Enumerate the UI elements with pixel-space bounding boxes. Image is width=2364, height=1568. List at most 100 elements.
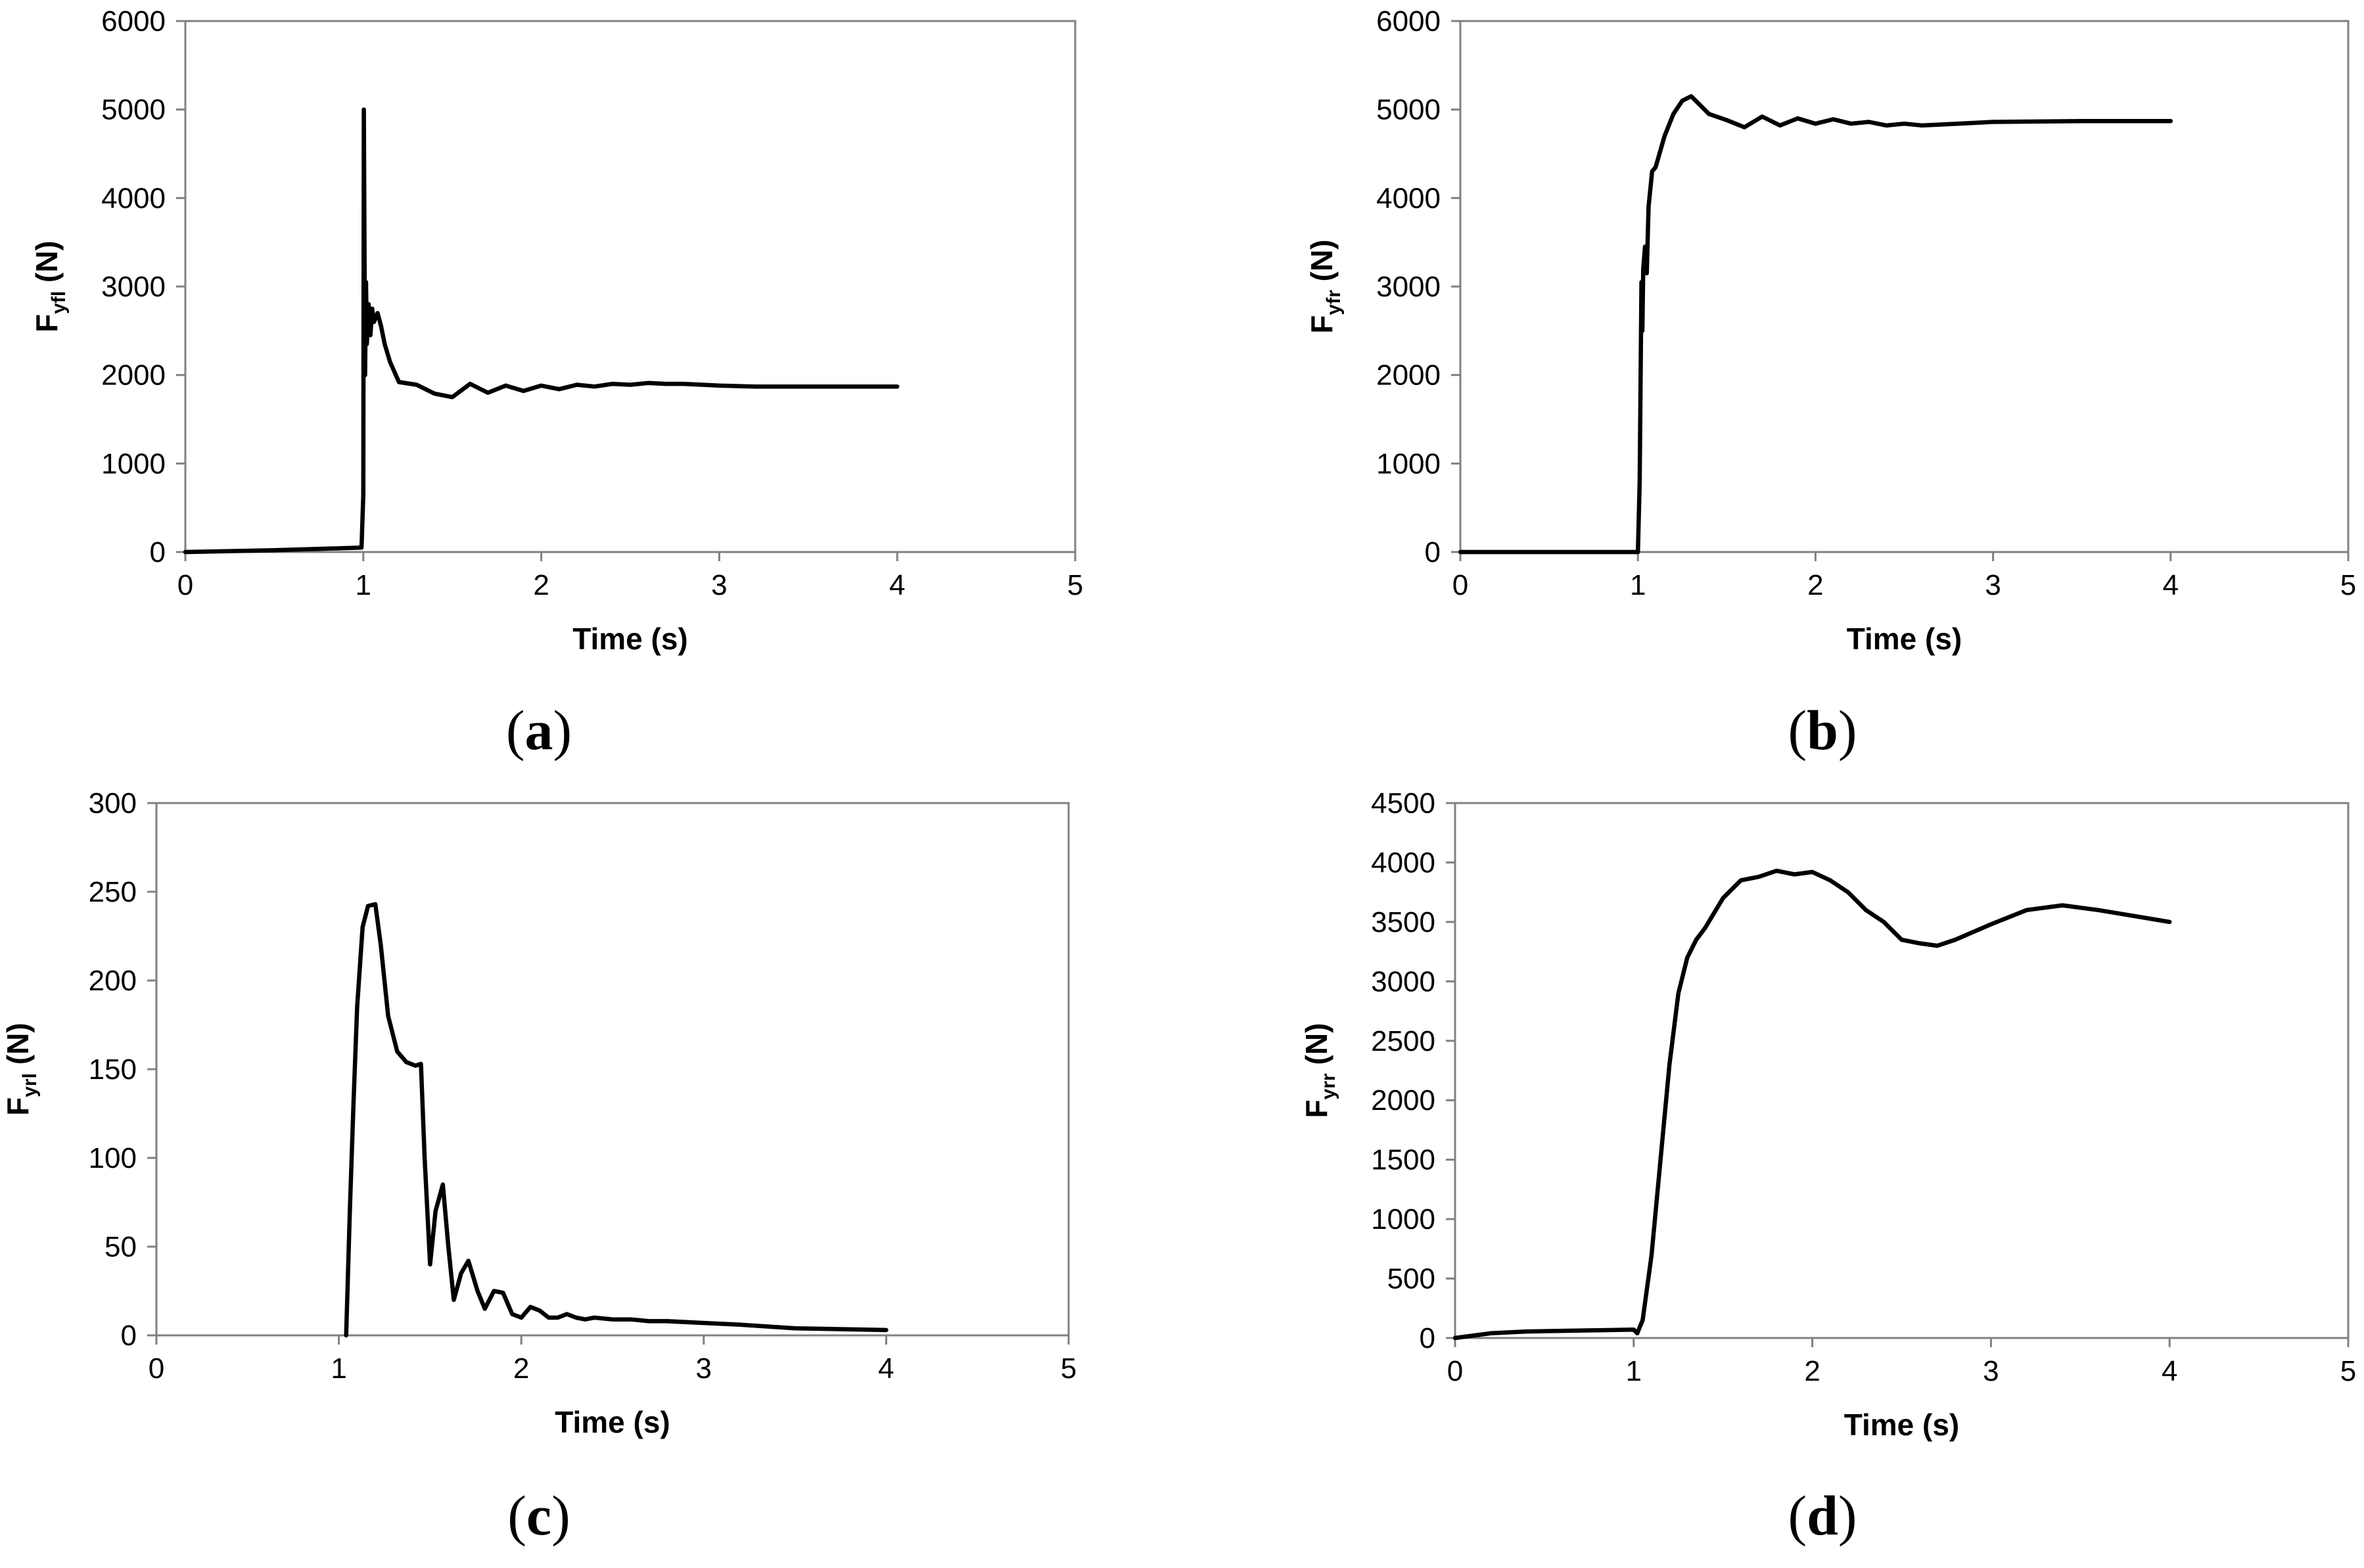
y-tick-label: 0 bbox=[150, 536, 166, 568]
chart-panel-a: 0 1000 2000 3000 4000 5000 6000 0 1 2 3 4 5 Time (s) F… bbox=[30, 5, 1083, 762]
y-axis-title-unit: (N) bbox=[1, 1023, 35, 1073]
y-tick-label: 0 bbox=[1420, 1322, 1435, 1354]
y-tick-label: 4000 bbox=[101, 182, 166, 214]
y-axis-title-subscript: yrr bbox=[1318, 1073, 1339, 1099]
y-tick-label: 250 bbox=[89, 876, 137, 908]
y-axis-title: Fyfl (N) bbox=[30, 241, 70, 333]
panel-caption-close-paren: ) bbox=[553, 699, 572, 762]
x-axis-title: Time (s) bbox=[572, 622, 688, 656]
x-tick-label: 5 bbox=[1061, 1352, 1077, 1385]
y-tick-label: 2000 bbox=[1376, 359, 1441, 392]
plot-area-frame bbox=[184, 20, 1077, 553]
x-tick-label: 4 bbox=[2162, 1355, 2177, 1387]
x-tick-label: 5 bbox=[1067, 569, 1083, 601]
x-tick-label: 3 bbox=[711, 569, 727, 601]
x-tick-label: 1 bbox=[1626, 1355, 1642, 1387]
y-axis-title-unit: (N) bbox=[1299, 1023, 1333, 1074]
y-axis-title-main: F bbox=[1299, 1099, 1333, 1118]
x-axis-title: Time (s) bbox=[1844, 1408, 1960, 1442]
x-tick-label: 1 bbox=[356, 569, 371, 601]
y-axis-title-main: F bbox=[1, 1097, 35, 1116]
panel-caption-letter: a bbox=[525, 699, 553, 762]
y-tick-label: 1000 bbox=[1371, 1203, 1435, 1235]
x-tick-label: 3 bbox=[1985, 569, 2001, 601]
y-tick-label: 50 bbox=[104, 1231, 137, 1263]
series-line-0 bbox=[183, 107, 900, 555]
x-tick-label: 0 bbox=[1452, 569, 1468, 601]
y-tick-label: 4500 bbox=[1371, 787, 1435, 819]
series-line-0 bbox=[1458, 94, 2173, 555]
panel-caption-close-paren: ) bbox=[1838, 1484, 1857, 1547]
y-tick-label: 2000 bbox=[1371, 1084, 1435, 1117]
panel-caption-letter: b bbox=[1807, 699, 1838, 762]
y-tick-label: 2500 bbox=[1371, 1025, 1435, 1057]
y-tick-label: 0 bbox=[1425, 536, 1441, 568]
y-tick-label: 500 bbox=[1387, 1263, 1435, 1295]
panel-caption-open-paren: ( bbox=[1788, 1484, 1807, 1547]
panel-caption: (b) bbox=[1788, 699, 1857, 762]
y-axis-title-subscript: yfl bbox=[48, 291, 70, 314]
x-tick-label: 0 bbox=[177, 569, 193, 601]
x-tick-label: 5 bbox=[2340, 1355, 2356, 1387]
x-tick-label: 2 bbox=[513, 1352, 529, 1385]
panel-caption: (a) bbox=[506, 699, 572, 762]
y-tick-label: 5000 bbox=[101, 94, 166, 126]
y-tick-label: 5000 bbox=[1376, 94, 1441, 126]
y-axis-title-main: F bbox=[1305, 315, 1339, 333]
y-axis-title-main: F bbox=[30, 314, 64, 333]
x-tick-label: 2 bbox=[1804, 1355, 1820, 1387]
chart-panel-d: 0 500 1000 1500 2000 2500 3000 3500 4000 4500 0 1 2 3… bbox=[1299, 787, 2356, 1547]
y-tick-label: 1000 bbox=[1376, 448, 1441, 480]
y-tick-label: 0 bbox=[121, 1320, 137, 1352]
y-tick-label: 3000 bbox=[1376, 271, 1441, 303]
y-tick-label: 200 bbox=[89, 965, 137, 997]
x-tick-label: 1 bbox=[1630, 569, 1646, 601]
y-tick-label: 150 bbox=[89, 1053, 137, 1086]
series-line-0 bbox=[1452, 868, 2172, 1341]
plot-area-frame bbox=[1459, 20, 2350, 553]
panel-caption-open-paren: ( bbox=[506, 699, 525, 762]
panel-caption-letter: c bbox=[526, 1484, 551, 1547]
y-axis-title-subscript: yrl bbox=[19, 1073, 41, 1097]
panel-caption-open-paren: ( bbox=[1788, 699, 1807, 762]
y-tick-label: 4000 bbox=[1371, 846, 1435, 879]
x-axis-title: Time (s) bbox=[1847, 622, 1962, 656]
y-tick-label: 6000 bbox=[101, 5, 166, 37]
y-axis-title-subscript: yfr bbox=[1323, 290, 1345, 315]
x-axis-title: Time (s) bbox=[555, 1405, 670, 1439]
x-tick-label: 3 bbox=[1983, 1355, 1999, 1387]
y-tick-label: 6000 bbox=[1376, 5, 1441, 37]
y-axis-title-unit: (N) bbox=[1305, 239, 1339, 290]
y-tick-label: 3000 bbox=[101, 271, 166, 303]
chart-panel-b: 0 1000 2000 3000 4000 5000 6000 0 1 2 3 4 5 Time (s) F… bbox=[1305, 5, 2356, 762]
y-tick-label: 4000 bbox=[1376, 182, 1441, 214]
x-tick-label: 5 bbox=[2340, 569, 2356, 601]
plot-area-frame bbox=[155, 802, 1070, 1337]
x-tick-label: 1 bbox=[331, 1352, 346, 1385]
y-axis-title: Fyrr (N) bbox=[1299, 1023, 1339, 1118]
series-line-0 bbox=[344, 902, 889, 1338]
panel-caption: (c) bbox=[507, 1484, 570, 1547]
x-tick-label: 2 bbox=[533, 569, 549, 601]
y-tick-label: 1500 bbox=[1371, 1144, 1435, 1176]
y-axis-title: Fyrl (N) bbox=[1, 1023, 41, 1115]
y-axis-title: Fyfr (N) bbox=[1305, 239, 1345, 333]
y-tick-label: 2000 bbox=[101, 359, 166, 392]
plot-area-frame bbox=[1454, 802, 2350, 1339]
x-tick-label: 2 bbox=[1807, 569, 1823, 601]
panel-caption-close-paren: ) bbox=[551, 1484, 570, 1547]
panel-caption-close-paren: ) bbox=[1838, 699, 1857, 762]
x-tick-label: 4 bbox=[889, 569, 905, 601]
y-axis-title-unit: (N) bbox=[30, 241, 64, 291]
x-tick-label: 4 bbox=[2163, 569, 2179, 601]
y-tick-label: 3000 bbox=[1371, 965, 1435, 998]
x-tick-label: 3 bbox=[696, 1352, 712, 1385]
panel-caption-letter: d bbox=[1807, 1484, 1838, 1547]
y-tick-label: 300 bbox=[89, 787, 137, 819]
x-tick-label: 0 bbox=[1447, 1355, 1463, 1387]
y-tick-label: 1000 bbox=[101, 448, 166, 480]
panel-caption-open-paren: ( bbox=[507, 1484, 526, 1547]
panel-caption: (d) bbox=[1788, 1484, 1857, 1547]
x-tick-label: 4 bbox=[878, 1352, 894, 1385]
